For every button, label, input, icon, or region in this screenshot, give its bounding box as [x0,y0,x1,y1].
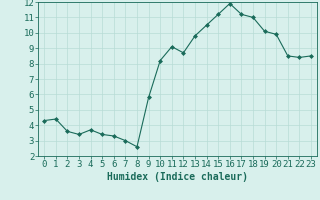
X-axis label: Humidex (Indice chaleur): Humidex (Indice chaleur) [107,172,248,182]
